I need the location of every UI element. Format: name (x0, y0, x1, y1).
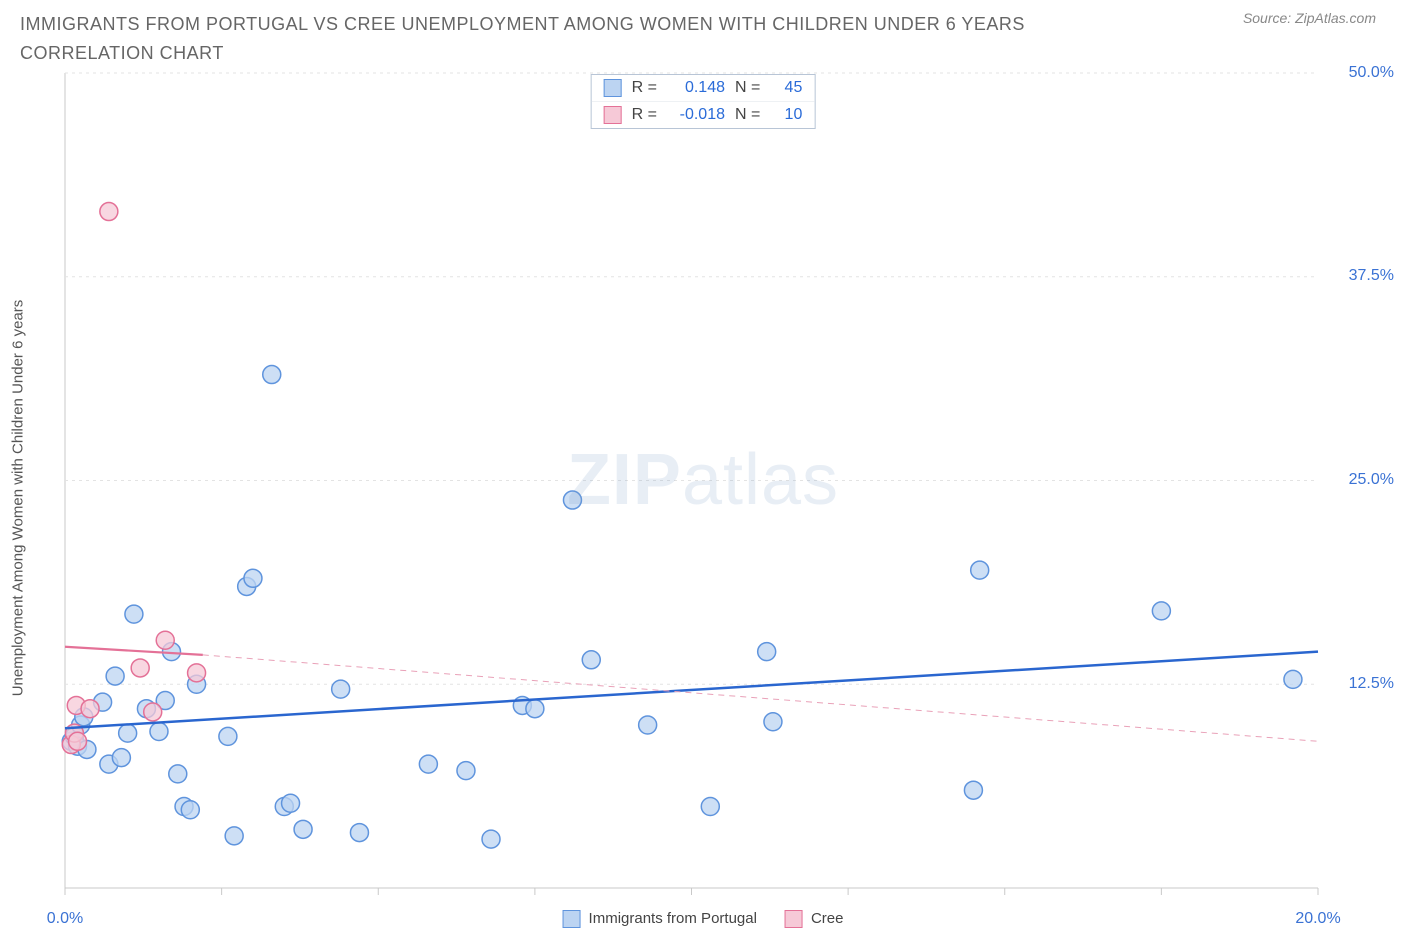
legend-bottom-item: Cree (785, 910, 844, 928)
legend-n-value: 45 (770, 79, 802, 97)
legend-r-label: R = (632, 106, 657, 124)
page-title: IMMIGRANTS FROM PORTUGAL VS CREE UNEMPLO… (20, 10, 1120, 68)
legend-r-label: R = (632, 79, 657, 97)
legend-n-label: N = (735, 106, 760, 124)
legend-top: R = 0.148 N = 45 R = -0.018 N = 10 (591, 74, 816, 129)
x-tick-label: 20.0% (1295, 910, 1340, 928)
legend-r-value: -0.018 (667, 106, 725, 124)
legend-bottom-item: Immigrants from Portugal (563, 910, 757, 928)
y-tick-label: 37.5% (1349, 267, 1394, 285)
y-tick-label: 12.5% (1349, 675, 1394, 693)
legend-n-label: N = (735, 79, 760, 97)
legend-swatch (785, 910, 803, 928)
y-tick-label: 50.0% (1349, 64, 1394, 82)
legend-series-label: Cree (811, 910, 844, 927)
legend-n-value: 10 (770, 106, 802, 124)
legend-swatch (604, 79, 622, 97)
legend-bottom: Immigrants from Portugal Cree (563, 910, 844, 928)
legend-swatch (563, 910, 581, 928)
legend-r-value: 0.148 (667, 79, 725, 97)
source-label: Source: ZipAtlas.com (1243, 10, 1376, 26)
chart-svg (10, 68, 1396, 928)
legend-top-row: R = 0.148 N = 45 (592, 75, 815, 101)
y-axis-label: Unemployment Among Women with Children U… (10, 299, 27, 696)
legend-top-row: R = -0.018 N = 10 (592, 101, 815, 128)
correlation-scatter-chart: Unemployment Among Women with Children U… (10, 68, 1396, 928)
x-tick-label: 0.0% (47, 910, 83, 928)
y-tick-label: 25.0% (1349, 471, 1394, 489)
legend-series-label: Immigrants from Portugal (589, 910, 757, 927)
legend-swatch (604, 106, 622, 124)
